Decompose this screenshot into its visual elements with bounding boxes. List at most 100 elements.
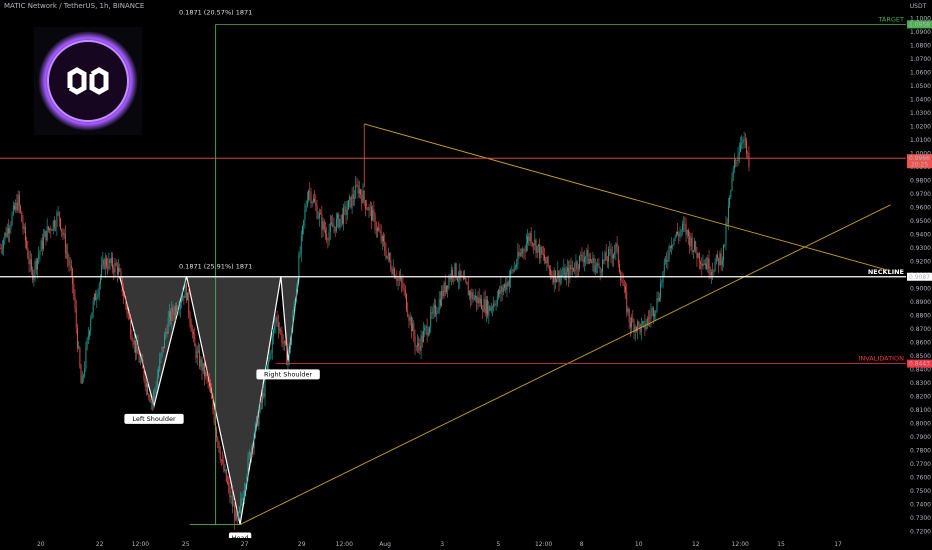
- candle-body: [368, 206, 370, 211]
- candle-body: [413, 323, 415, 337]
- y-tick-label: 0.8600: [910, 339, 931, 346]
- candle-body: [276, 317, 278, 322]
- candle-body: [352, 194, 354, 199]
- y-tick-label: 1.0400: [910, 97, 931, 104]
- candle-body: [83, 375, 84, 377]
- candle-body: [116, 265, 118, 274]
- candle-body: [696, 251, 698, 259]
- candle-body: [380, 231, 382, 242]
- candle-body: [586, 250, 588, 257]
- y-tick-label: 0.7300: [910, 515, 931, 522]
- candle-body: [540, 247, 542, 258]
- y-tick-label: 1.0900: [910, 29, 931, 36]
- candle-body: [594, 265, 596, 273]
- candle-body: [488, 305, 490, 316]
- candle-body: [37, 258, 38, 270]
- candle-body: [234, 506, 236, 521]
- candle-body: [253, 437, 255, 449]
- candle-body: [421, 335, 423, 342]
- candle-body: [217, 437, 219, 442]
- candle-body: [378, 227, 380, 231]
- candle-body: [645, 325, 647, 330]
- candle-body: [85, 347, 87, 369]
- candle-body: [530, 233, 532, 244]
- candle-body: [183, 295, 185, 298]
- y-tick-label: 0.7800: [910, 447, 931, 454]
- candle-body: [3, 240, 5, 249]
- candle-body: [296, 289, 297, 301]
- x-tick-label: 27: [241, 541, 249, 548]
- candle-body: [719, 253, 721, 266]
- candle-body: [22, 221, 24, 229]
- candle-body: [9, 228, 11, 234]
- candle-body: [449, 277, 451, 280]
- y-tick-label: 1.0000: [910, 151, 931, 158]
- candle-body: [256, 416, 257, 424]
- candle-body: [677, 231, 678, 235]
- candle-body: [16, 202, 18, 211]
- candle-body: [289, 344, 291, 349]
- candle-body: [87, 335, 89, 339]
- polygon-matic-logo-icon: [34, 27, 142, 135]
- candle-body: [447, 285, 449, 289]
- candle-body: [721, 260, 723, 265]
- candle-body: [60, 218, 61, 230]
- candle-body: [291, 330, 293, 345]
- candle-body: [319, 213, 320, 218]
- candle-body: [56, 213, 58, 228]
- candle-body: [383, 236, 384, 242]
- candle-body: [350, 196, 352, 208]
- candle-body: [407, 310, 409, 317]
- candle-body: [442, 290, 444, 297]
- candle-body: [366, 208, 368, 210]
- candle-body: [541, 247, 543, 254]
- candle-body: [740, 144, 741, 152]
- candle-body: [81, 376, 83, 384]
- candle-body: [481, 298, 482, 310]
- candle-body: [315, 202, 317, 206]
- candle-body: [135, 340, 136, 353]
- candle-body: [747, 152, 749, 154]
- candle-body: [158, 370, 159, 378]
- candle-body: [741, 142, 743, 145]
- candle-body: [308, 191, 309, 200]
- measure-label-neckline: 0.1871 (25.91%) 1871: [179, 262, 252, 270]
- candle-body: [423, 330, 424, 342]
- candle-body: [281, 331, 283, 344]
- candle-body: [485, 299, 487, 314]
- candle-body: [154, 389, 156, 393]
- price-tag-label: 0.9087: [909, 274, 930, 281]
- candle-body: [327, 239, 329, 241]
- candle-body: [185, 283, 187, 301]
- candle-body: [574, 270, 576, 272]
- candle-body: [570, 264, 572, 270]
- candle-body: [219, 451, 221, 460]
- candle-body: [303, 220, 305, 227]
- candle-body: [688, 229, 689, 237]
- candle-body: [504, 284, 505, 288]
- y-tick-label: 0.9400: [910, 232, 931, 239]
- y-tick-label: 0.8800: [910, 312, 931, 319]
- candle-body: [567, 267, 568, 272]
- candle-body: [292, 314, 294, 331]
- candle-body: [614, 251, 616, 255]
- candle-body: [119, 267, 121, 272]
- candle-body: [193, 332, 195, 334]
- candle-body: [312, 198, 314, 203]
- candle-body: [650, 311, 652, 319]
- candle-body: [725, 222, 727, 244]
- candle-body: [66, 252, 67, 253]
- candle-body: [479, 298, 481, 304]
- candle-body: [702, 263, 704, 267]
- candle-body: [436, 312, 438, 315]
- candle-body: [204, 362, 205, 377]
- candle-body: [121, 276, 123, 293]
- x-tick-label: 12:00: [336, 541, 353, 548]
- candle-body: [29, 259, 31, 265]
- candle-body: [67, 252, 69, 259]
- candle-body: [38, 254, 40, 259]
- candle-body: [274, 325, 276, 330]
- candle-body: [32, 269, 34, 280]
- candle-body: [729, 197, 731, 207]
